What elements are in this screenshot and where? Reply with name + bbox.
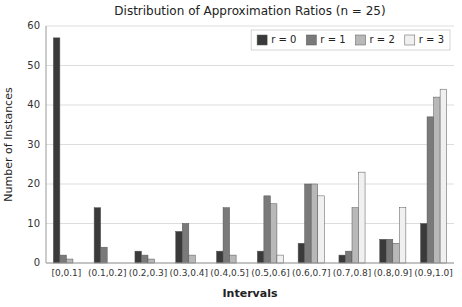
bar <box>141 255 148 263</box>
bar <box>434 97 441 263</box>
y-axis-label: Number of Instances <box>2 87 15 202</box>
bar <box>270 204 277 263</box>
x-tick-label: [0,0.1] <box>51 268 81 278</box>
bar <box>182 224 189 264</box>
title: Distribution of Approximation Ratios (n … <box>114 4 385 18</box>
x-tick-label: (0.5,0.6] <box>251 268 290 278</box>
bar <box>386 239 393 263</box>
bar <box>311 184 318 263</box>
legend-label: r = 3 <box>419 34 444 45</box>
grid-line <box>46 105 454 106</box>
y-tick-label: 20 <box>27 178 40 189</box>
y-axis <box>46 26 47 263</box>
grid-line <box>46 263 454 264</box>
legend-swatch <box>306 35 316 45</box>
legend-frame <box>251 30 450 50</box>
bar <box>298 243 305 263</box>
bar <box>148 259 155 263</box>
x-tick-label: (0.7,0.8] <box>333 268 372 278</box>
bar <box>277 255 284 263</box>
y-tick-label: 60 <box>27 20 40 31</box>
legend-label: r = 1 <box>320 34 345 45</box>
bar <box>60 255 67 263</box>
y-tick-label: 50 <box>27 60 40 71</box>
legend-swatch <box>257 35 267 45</box>
bar <box>264 196 271 263</box>
bar <box>135 251 142 263</box>
bar <box>223 208 230 263</box>
x-tick-label: (0.1,0.2] <box>88 268 127 278</box>
x-tick-label: (0.8,0.9] <box>374 268 413 278</box>
bar <box>94 208 101 263</box>
legend: r = 0 r = 1 r = 2 r = 3 <box>251 30 450 50</box>
bar <box>359 172 366 263</box>
x-tick-label: (0.3,0.4] <box>170 268 209 278</box>
x-tick-label: (0.4,0.5] <box>210 268 249 278</box>
grid-line <box>46 65 454 66</box>
bar <box>305 184 312 263</box>
bar <box>352 208 359 263</box>
legend-label: r = 0 <box>271 34 296 45</box>
bar <box>66 259 73 263</box>
legend-swatch <box>356 35 366 45</box>
y-tick-label: 40 <box>27 99 40 110</box>
x-tick-label: (0.9,1.0] <box>414 268 453 278</box>
bar <box>380 239 387 263</box>
y-tick-label: 30 <box>27 139 40 150</box>
bar <box>440 89 447 263</box>
chart: 0102030405060[0,0.1](0.1,0.2](0.2,0.3](0… <box>0 0 462 307</box>
x-tick-label: (0.2,0.3] <box>129 268 168 278</box>
legend-label: r = 2 <box>370 34 395 45</box>
y-tick-label: 0 <box>34 257 40 268</box>
bar <box>217 251 224 263</box>
y-tick-label: 10 <box>27 218 40 229</box>
grid-line <box>46 223 454 224</box>
grid-line <box>46 26 454 27</box>
bar <box>345 251 352 263</box>
bar <box>189 255 196 263</box>
bar <box>53 38 60 263</box>
x-axis-label: Intervals <box>223 287 278 300</box>
bar <box>257 251 264 263</box>
legend-swatch <box>405 35 415 45</box>
bar <box>399 208 406 263</box>
grid-line <box>46 184 454 185</box>
bar <box>427 117 434 263</box>
x-axis <box>46 263 454 264</box>
bar <box>318 196 325 263</box>
grid-line <box>46 144 454 145</box>
bar <box>421 224 428 264</box>
bar <box>176 231 183 263</box>
bar <box>339 255 346 263</box>
bar <box>101 247 108 263</box>
bar <box>393 243 400 263</box>
bar <box>230 255 237 263</box>
x-tick-label: (0.6,0.7] <box>292 268 331 278</box>
